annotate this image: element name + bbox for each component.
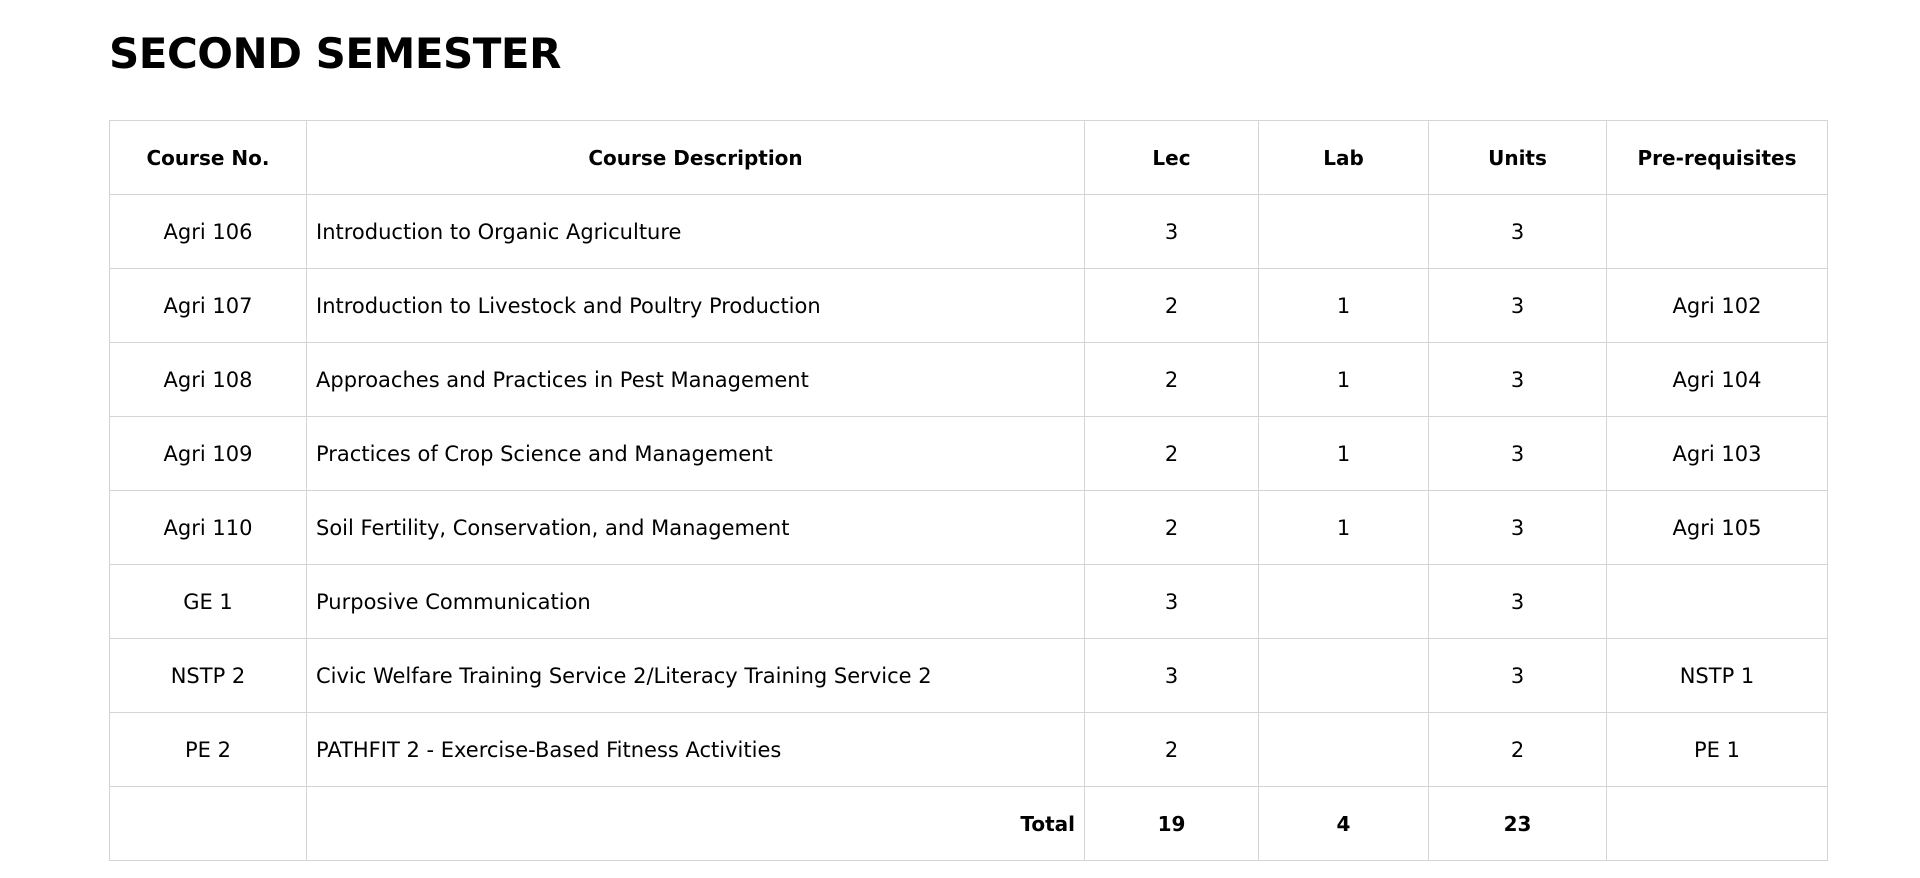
prerequisites-cell: Agri 102: [1606, 268, 1828, 343]
units-cell: 3: [1428, 194, 1607, 269]
total-lec: 19: [1084, 786, 1259, 861]
prerequisites-cell: Agri 103: [1606, 416, 1828, 491]
lab-cell: 1: [1258, 490, 1429, 565]
course-description-cell: Approaches and Practices in Pest Managem…: [306, 342, 1085, 417]
course-no-cell: NSTP 2: [109, 638, 307, 713]
lec-cell: 2: [1084, 342, 1259, 417]
total-label: Total: [306, 786, 1085, 861]
header-lab: Lab: [1258, 120, 1429, 195]
table-row: NSTP 2 Civic Welfare Training Service 2/…: [109, 638, 1828, 713]
lab-cell: 1: [1258, 268, 1429, 343]
prerequisites-cell: [1606, 564, 1828, 639]
course-no-cell: Agri 108: [109, 342, 307, 417]
lab-cell: [1258, 712, 1429, 787]
units-cell: 3: [1428, 342, 1607, 417]
table-row: Agri 110 Soil Fertility, Conservation, a…: [109, 490, 1828, 565]
prerequisites-cell: NSTP 1: [1606, 638, 1828, 713]
lab-cell: [1258, 564, 1429, 639]
lec-cell: 3: [1084, 638, 1259, 713]
course-description-cell: Purposive Communication: [306, 564, 1085, 639]
lec-cell: 2: [1084, 416, 1259, 491]
table-row: GE 1 Purposive Communication 3 3: [109, 564, 1828, 639]
header-prerequisites: Pre-requisites: [1606, 120, 1828, 195]
prerequisites-cell: [1606, 194, 1828, 269]
header-course-no: Course No.: [109, 120, 307, 195]
header-row: Course No. Course Description Lec Lab Un…: [109, 120, 1828, 195]
table-row: Agri 106 Introduction to Organic Agricul…: [109, 194, 1828, 269]
course-no-cell: Agri 107: [109, 268, 307, 343]
course-no-cell: Agri 106: [109, 194, 307, 269]
lab-cell: [1258, 194, 1429, 269]
table-row: Agri 109 Practices of Crop Science and M…: [109, 416, 1828, 491]
course-description-cell: Introduction to Livestock and Poultry Pr…: [306, 268, 1085, 343]
units-cell: 3: [1428, 268, 1607, 343]
course-description-cell: Civic Welfare Training Service 2/Literac…: [306, 638, 1085, 713]
units-cell: 2: [1428, 712, 1607, 787]
table-row: PE 2 PATHFIT 2 - Exercise-Based Fitness …: [109, 712, 1828, 787]
curriculum-table: Course No. Course Description Lec Lab Un…: [109, 120, 1828, 861]
page-title: SECOND SEMESTER: [109, 29, 561, 78]
lec-cell: 2: [1084, 490, 1259, 565]
course-description-cell: Introduction to Organic Agriculture: [306, 194, 1085, 269]
total-units: 23: [1428, 786, 1607, 861]
course-description-cell: Practices of Crop Science and Management: [306, 416, 1085, 491]
total-empty-cell: [109, 786, 307, 861]
header-course-description: Course Description: [306, 120, 1085, 195]
header-units: Units: [1428, 120, 1607, 195]
course-no-cell: GE 1: [109, 564, 307, 639]
course-no-cell: Agri 109: [109, 416, 307, 491]
header-lec: Lec: [1084, 120, 1259, 195]
lec-cell: 2: [1084, 712, 1259, 787]
course-no-cell: PE 2: [109, 712, 307, 787]
total-prereq-empty-cell: [1606, 786, 1828, 861]
lab-cell: 1: [1258, 342, 1429, 417]
units-cell: 3: [1428, 490, 1607, 565]
lab-cell: 1: [1258, 416, 1429, 491]
course-description-cell: Soil Fertility, Conservation, and Manage…: [306, 490, 1085, 565]
units-cell: 3: [1428, 416, 1607, 491]
units-cell: 3: [1428, 564, 1607, 639]
table-row: Agri 108 Approaches and Practices in Pes…: [109, 342, 1828, 417]
prerequisites-cell: Agri 105: [1606, 490, 1828, 565]
prerequisites-cell: Agri 104: [1606, 342, 1828, 417]
lec-cell: 3: [1084, 564, 1259, 639]
units-cell: 3: [1428, 638, 1607, 713]
course-description-cell: PATHFIT 2 - Exercise-Based Fitness Activ…: [306, 712, 1085, 787]
lec-cell: 3: [1084, 194, 1259, 269]
lec-cell: 2: [1084, 268, 1259, 343]
table-row: Agri 107 Introduction to Livestock and P…: [109, 268, 1828, 343]
prerequisites-cell: PE 1: [1606, 712, 1828, 787]
total-row: Total 19 4 23: [109, 786, 1828, 861]
total-lab: 4: [1258, 786, 1429, 861]
lab-cell: [1258, 638, 1429, 713]
course-no-cell: Agri 110: [109, 490, 307, 565]
